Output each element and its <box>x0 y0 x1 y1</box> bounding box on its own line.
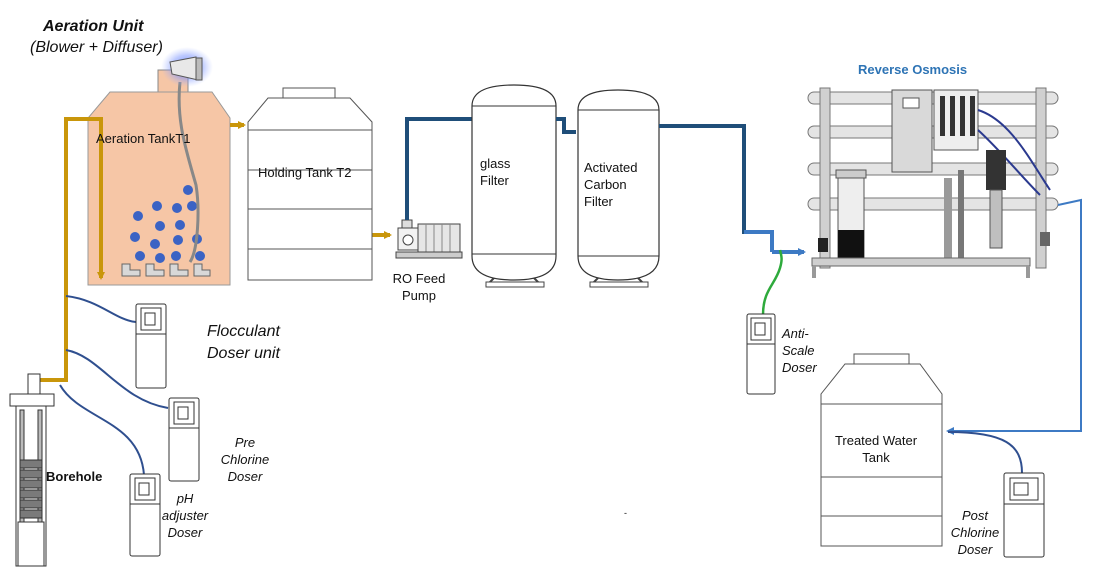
ph-adjuster-doser-label-line1: pH <box>176 491 194 506</box>
flocculant-doser-label-line2: Doser unit <box>207 345 280 362</box>
holding-tank-label: Holding Tank T2 <box>258 165 352 180</box>
dosing-pump-icon <box>129 303 1045 558</box>
flocculant-doser-label: Flocculant Doser unit <box>207 321 280 365</box>
glass-filter-label-line2: Filter <box>480 173 509 188</box>
glass-filter-label: glass Filter <box>480 155 510 189</box>
pump-to-glass-filter-pipe <box>405 117 472 220</box>
air-hose <box>177 81 200 263</box>
ro-feed-pump-label-line2: Pump <box>402 288 436 303</box>
pre-chlorine-doser-label-line2: Chlorine <box>220 452 270 467</box>
carbon-filter <box>577 89 660 288</box>
ph-adjuster-doser-label-line2: adjuster <box>161 508 209 523</box>
post-chlorine-doser-label: Post Chlorine Doser <box>940 507 1010 558</box>
holding-tank <box>247 87 373 281</box>
aeration-unit-subtitle: (Blower + Diffuser) <box>30 39 163 56</box>
borehole-label: Borehole <box>46 469 103 484</box>
blower-icon <box>161 47 213 87</box>
anti-scale-doser-label-line1: Anti- <box>782 326 809 341</box>
aeration-tank-label: Aeration TankT1 <box>96 131 191 146</box>
pre-chlorine-doser-label: Pre Chlorine Doser <box>212 434 278 485</box>
ro-skid-icon <box>807 87 1059 278</box>
treated-water-tank-label: Treated Water Tank <box>821 432 931 466</box>
anti-scale-doser-label-line3: Doser <box>782 360 817 375</box>
anti-scale-doser-label: Anti- Scale Doser <box>782 325 817 376</box>
ph-adjuster-doser-label: pH adjuster Doser <box>152 490 218 541</box>
treated-water-tank-label-line1: Treated Water <box>834 433 918 448</box>
flocculant-doser-label-line1: Flocculant <box>207 323 280 340</box>
post-chlorine-doser-label-line3: Doser <box>957 542 993 557</box>
glass-filter <box>471 84 557 288</box>
ro-product-line <box>946 198 1082 435</box>
carbon-to-ro-pipe <box>659 124 772 234</box>
post-chlorine-doser-label-line1: Post <box>961 508 988 523</box>
treated-water-tank <box>820 353 943 547</box>
carbon-filter-label: Activated Carbon Filter <box>584 159 637 210</box>
antiscale-line <box>761 249 783 316</box>
treated-water-tank-label-line2: Tank <box>862 450 890 465</box>
ro-feed-pump-label: RO Feed Pump <box>384 270 454 304</box>
diffuser-heads <box>121 263 211 277</box>
ph-adjuster-doser-label-line3: Doser <box>167 525 203 540</box>
feed-pipes <box>30 117 392 382</box>
aeration-tank <box>87 69 231 286</box>
carbon-filter-label-line2: Carbon <box>584 177 627 192</box>
dosing-lines <box>59 295 1023 476</box>
post-chlorine-doser-label-line2: Chlorine <box>950 525 1000 540</box>
borehole-pump-icon <box>9 373 55 567</box>
diffuser-bubbles <box>130 185 205 263</box>
carbon-filter-label-line3: Filter <box>584 194 613 209</box>
stray-mark: - <box>624 508 627 518</box>
ro-feed-pump-label-line1: RO Feed <box>392 271 446 286</box>
pre-chlorine-doser-label-line1: Pre <box>234 435 256 450</box>
carbon-filter-label-line1: Activated <box>584 160 638 175</box>
aeration-unit-title: Aeration Unit <box>43 18 144 35</box>
reverse-osmosis-title: Reverse Osmosis <box>858 62 968 77</box>
pump-icon <box>395 219 463 259</box>
anti-scale-doser-label-line2: Scale <box>782 343 815 358</box>
carbon-to-ro-pipe-drop <box>744 230 774 252</box>
glass-filter-label-line1: glass <box>480 156 511 171</box>
pre-chlorine-doser-label-line3: Doser <box>227 469 263 484</box>
glass-to-carbon-pipe <box>556 117 576 134</box>
